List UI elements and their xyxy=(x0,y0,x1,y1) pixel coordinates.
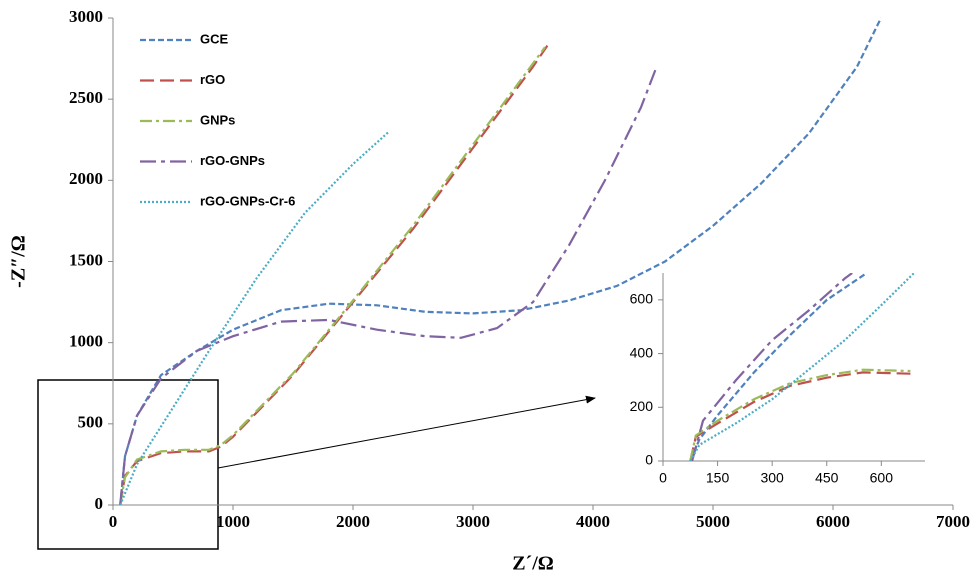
legend-label: GCE xyxy=(200,31,229,46)
legend-label: rGO-GNPs-Cr-6 xyxy=(200,193,295,208)
y-tick-label: 1500 xyxy=(69,250,103,269)
y-axis-title: -Z″/Ω xyxy=(8,235,30,288)
x-tick-label: 5000 xyxy=(696,512,730,531)
legend-label: rGO-GNPs xyxy=(200,153,265,168)
x-tick-label: 600 xyxy=(870,470,894,486)
plot-area xyxy=(119,17,882,506)
series-line xyxy=(689,368,911,461)
y-tick-label: 0 xyxy=(645,452,653,468)
y-tick-label: 400 xyxy=(630,344,654,360)
y-tick-label: 2500 xyxy=(69,88,103,107)
legend-label: GNPs xyxy=(200,112,235,127)
series-line xyxy=(119,46,546,506)
zoom-box xyxy=(37,379,219,550)
series-line xyxy=(691,273,853,461)
x-tick-label: 300 xyxy=(760,470,784,486)
zoom-arrow xyxy=(217,395,596,469)
series-line xyxy=(689,273,915,461)
x-axis-title: Z´/Ω xyxy=(512,553,554,575)
series-line xyxy=(119,130,390,506)
x-tick-label: 1000 xyxy=(216,512,250,531)
series-line xyxy=(689,371,911,461)
x-tick-label: 6000 xyxy=(816,512,850,531)
x-tick-label: 150 xyxy=(706,470,730,486)
y-tick-label: 0 xyxy=(95,494,104,513)
series-line xyxy=(119,17,882,506)
x-tick-label: 450 xyxy=(815,470,839,486)
x-tick-label: 4000 xyxy=(576,512,610,531)
plot-area xyxy=(689,273,915,461)
y-tick-label: 200 xyxy=(630,398,654,414)
y-tick-label: 1000 xyxy=(69,332,103,351)
series-line xyxy=(119,69,657,506)
x-tick-label: 2000 xyxy=(336,512,370,531)
y-tick-label: 500 xyxy=(78,413,104,432)
series-line xyxy=(689,273,868,461)
x-tick-label: 7000 xyxy=(936,512,970,531)
x-tick-label: 3000 xyxy=(456,512,490,531)
y-tick-label: 600 xyxy=(630,291,654,307)
y-tick-label: 2000 xyxy=(69,169,103,188)
y-tick-label: 3000 xyxy=(69,7,103,26)
legend-label: rGO xyxy=(200,72,225,87)
series-line xyxy=(119,44,549,506)
x-tick-label: 0 xyxy=(109,512,118,531)
x-tick-label: 0 xyxy=(659,470,667,486)
